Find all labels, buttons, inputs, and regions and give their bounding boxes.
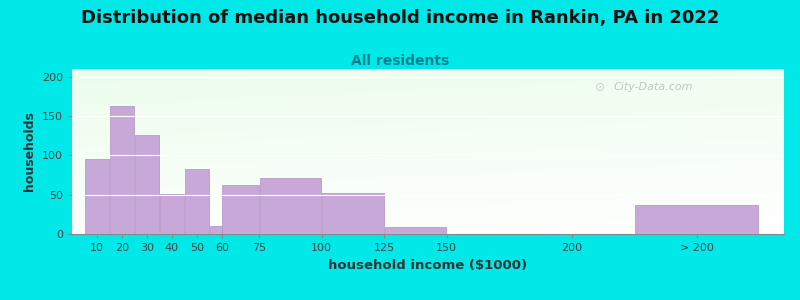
Bar [322,193,384,234]
Bar [635,205,758,234]
Bar [185,169,209,234]
Y-axis label: households: households [23,112,36,191]
Bar [385,227,446,234]
Text: ⊙: ⊙ [595,80,606,94]
Text: Distribution of median household income in Rankin, PA in 2022: Distribution of median household income … [81,9,719,27]
Bar [260,178,321,234]
X-axis label: household income ($1000): household income ($1000) [329,259,527,272]
Bar [222,184,259,234]
Text: City-Data.com: City-Data.com [613,82,693,92]
Bar [110,106,134,234]
Bar [85,159,110,234]
Bar [210,226,234,234]
Bar [134,135,159,234]
Bar [160,194,184,234]
Text: All residents: All residents [351,54,449,68]
